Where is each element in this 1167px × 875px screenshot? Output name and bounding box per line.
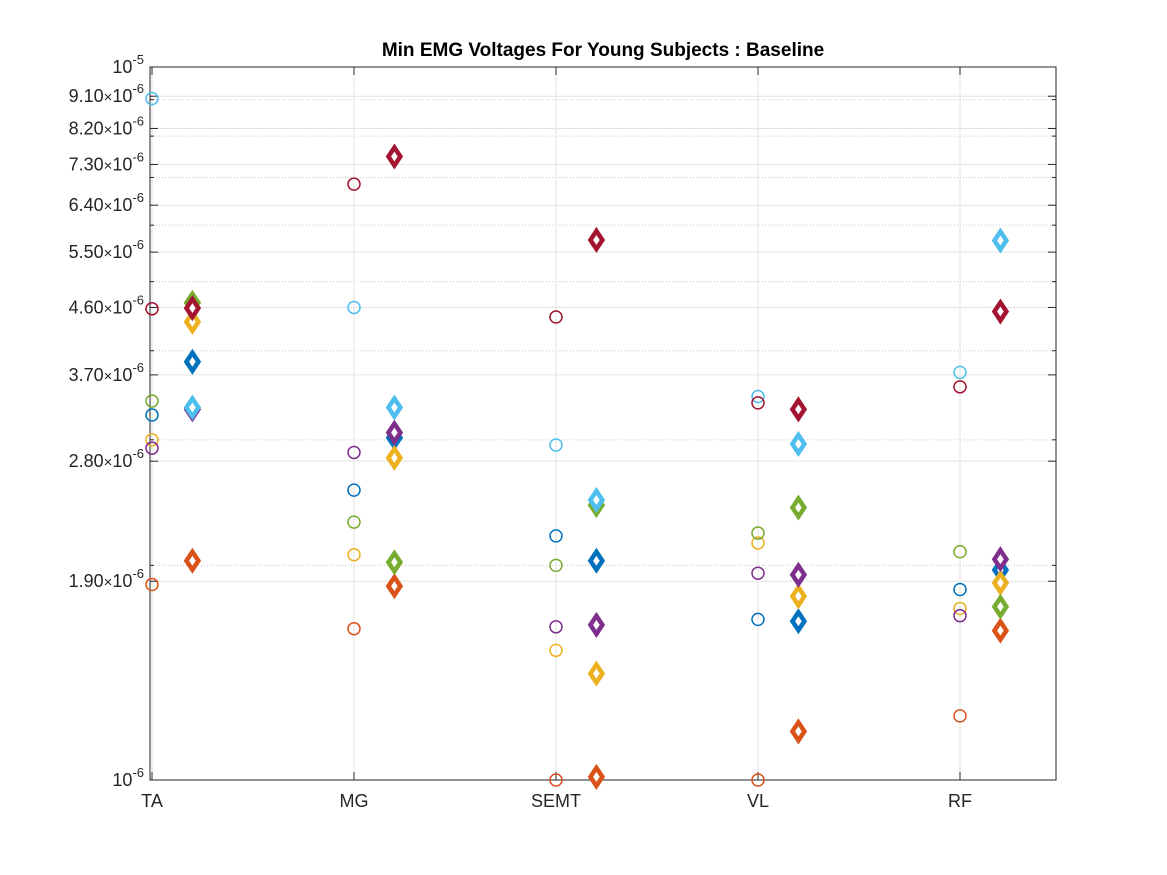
data-point-circle xyxy=(347,621,361,636)
data-point-circle xyxy=(953,582,967,597)
data-points xyxy=(145,91,1010,790)
y-tick-label: 10-6 xyxy=(112,765,144,790)
data-point-circle xyxy=(549,773,563,787)
data-point-diamond xyxy=(789,561,808,588)
grid xyxy=(150,66,1056,781)
data-point-circle xyxy=(347,300,361,315)
data-point-diamond xyxy=(991,298,1010,325)
y-tick-label: 3.70×10-6 xyxy=(69,360,144,385)
data-point-circle xyxy=(145,91,159,106)
y-tick-label: 10-5 xyxy=(112,52,144,77)
data-point-circle xyxy=(347,483,361,497)
x-tick-label: SEMT xyxy=(531,791,581,811)
data-point-circle xyxy=(953,365,967,380)
data-point-circle xyxy=(549,620,563,634)
data-point-diamond xyxy=(991,227,1010,254)
data-point-diamond xyxy=(183,308,202,335)
y-tick-label: 9.10×10-6 xyxy=(69,81,144,106)
data-point-diamond xyxy=(991,617,1010,644)
data-point-circle xyxy=(953,380,967,394)
y-tick-label: 1.90×10-6 xyxy=(69,566,144,591)
x-tick-label: VL xyxy=(747,791,769,811)
data-point-circle xyxy=(347,445,361,460)
data-point-diamond xyxy=(587,547,606,574)
data-point-diamond xyxy=(385,419,404,446)
data-point-circle xyxy=(549,643,563,658)
data-point-diamond xyxy=(385,444,404,471)
data-point-diamond xyxy=(183,547,202,574)
data-point-circle xyxy=(751,526,765,540)
data-point-diamond xyxy=(587,486,606,514)
x-tick-label: TA xyxy=(141,791,163,811)
data-point-diamond xyxy=(385,394,404,421)
y-tick-label: 5.50×10-6 xyxy=(69,237,144,262)
chart-title: Min EMG Voltages For Young Subjects : Ba… xyxy=(382,40,824,61)
data-point-diamond xyxy=(385,143,404,170)
axes: 10-6 1.90×10-6 2.80×10-6 3.70×10-6 4.60×10-6… xyxy=(69,52,1057,811)
data-point-circle xyxy=(549,529,563,543)
x-tick-label: RF xyxy=(948,791,972,811)
data-point-circle xyxy=(145,302,159,316)
data-point-circle xyxy=(347,547,361,562)
data-point-circle xyxy=(751,773,765,787)
data-point-diamond xyxy=(789,494,808,521)
data-point-diamond xyxy=(587,763,606,790)
data-point-circle xyxy=(751,566,765,580)
data-point-diamond xyxy=(789,583,808,610)
data-point-diamond xyxy=(385,549,404,576)
data-point-diamond xyxy=(385,573,404,600)
data-point-diamond xyxy=(789,718,808,745)
data-point-circle xyxy=(751,536,765,550)
data-point-circle xyxy=(751,612,765,627)
data-point-diamond xyxy=(183,394,202,421)
data-point-circle xyxy=(145,394,159,408)
data-point-diamond xyxy=(183,348,202,375)
y-tick-label: 6.40×10-6 xyxy=(69,190,144,215)
data-point-diamond xyxy=(587,226,606,254)
data-point-circle xyxy=(549,558,563,573)
y-tick-label: 2.80×10-6 xyxy=(69,446,144,471)
data-point-circle xyxy=(549,438,563,452)
data-point-diamond xyxy=(991,546,1010,573)
y-tick-label: 7.30×10-6 xyxy=(69,149,144,174)
data-point-circle xyxy=(549,310,563,324)
data-point-diamond xyxy=(991,569,1010,596)
data-point-circle xyxy=(751,389,765,404)
x-tick-label: MG xyxy=(340,791,369,811)
data-point-diamond xyxy=(789,430,808,458)
data-point-diamond xyxy=(587,660,606,687)
data-point-diamond xyxy=(789,608,808,635)
data-point-circle xyxy=(953,709,967,723)
data-point-diamond xyxy=(183,295,202,322)
data-point-circle xyxy=(145,577,159,592)
data-point-circle xyxy=(953,608,967,623)
data-point-diamond xyxy=(587,611,606,638)
data-point-circle xyxy=(953,544,967,559)
data-point-circle xyxy=(145,433,159,447)
data-point-diamond xyxy=(991,593,1010,620)
data-point-circle xyxy=(953,601,967,616)
data-point-circle xyxy=(347,177,361,191)
data-point-diamond xyxy=(789,396,808,423)
data-point-circle xyxy=(347,515,361,529)
data-point-circle xyxy=(751,396,765,410)
data-point-circle xyxy=(145,408,159,422)
data-point-circle xyxy=(145,441,159,455)
y-tick-label: 4.60×10-6 xyxy=(69,292,144,317)
y-tick-label: 8.20×10-6 xyxy=(69,113,144,138)
